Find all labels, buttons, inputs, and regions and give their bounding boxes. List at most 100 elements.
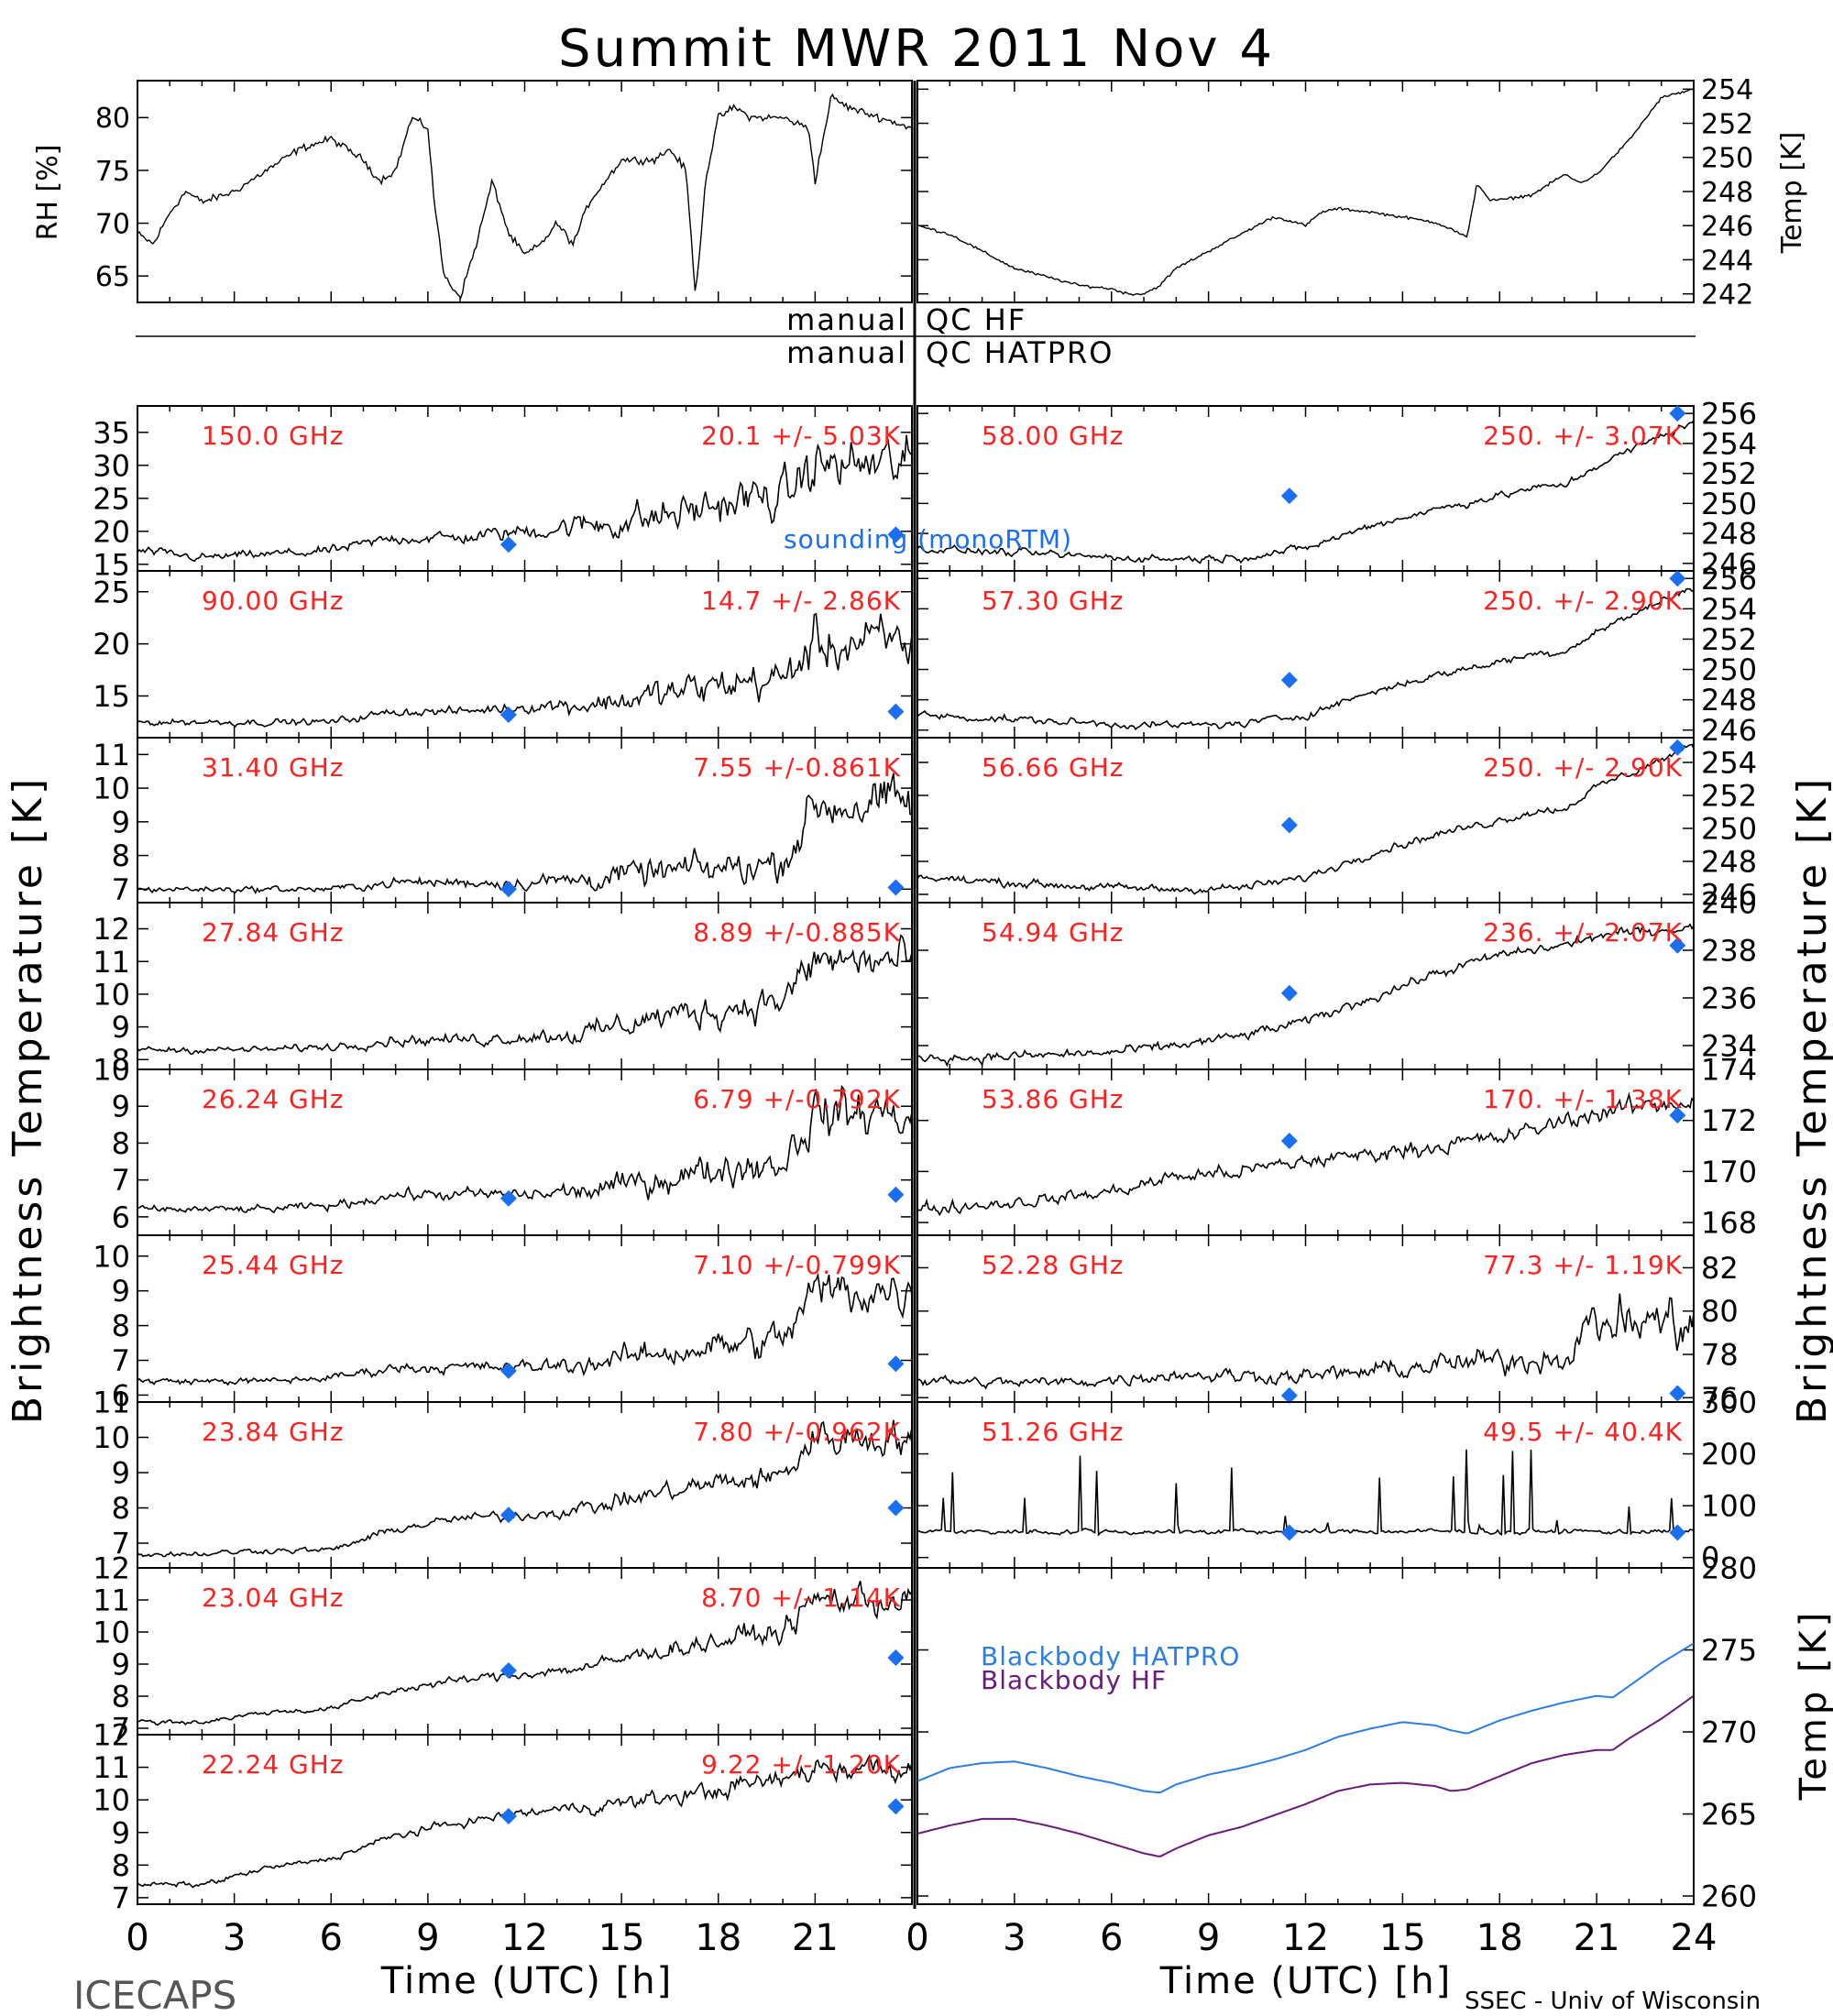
ch2304-sounding-marker <box>887 1649 905 1666</box>
legend-bb-hf: Blackbody HF <box>981 1665 1167 1695</box>
ch5730-ytick-label: 250 <box>1701 652 1757 687</box>
ch2304-ytick-label: 11 <box>93 1583 130 1618</box>
ch2784-ytick-label: 12 <box>93 912 130 947</box>
blackbody-ytick-label: 280 <box>1701 1551 1757 1586</box>
blackbody-ytick-label: 270 <box>1701 1715 1757 1750</box>
ch5730-trace <box>916 587 1695 731</box>
rh-ytick-label: 65 <box>95 261 130 293</box>
ch5228-ytick-label: 80 <box>1701 1294 1739 1329</box>
ch5386-freq-label: 53.86 GHz <box>982 1084 1125 1114</box>
ch2224-ytick-label: 7 <box>112 1880 130 1915</box>
ch2784-ytick-label: 10 <box>93 977 130 1012</box>
ch2384-ytick-label: 8 <box>112 1491 130 1526</box>
ch5730-sounding-marker <box>1669 570 1686 587</box>
ch5730-ytick-label: 248 <box>1701 683 1757 718</box>
ch5730-stats-label: 250. +/- 2.90K <box>1483 586 1683 616</box>
ch5730-sounding-marker <box>1280 672 1298 689</box>
ch314-stats-label: 7.55 +/-0.861K <box>693 752 901 783</box>
ch2224-ytick-label: 9 <box>112 1815 130 1850</box>
ch314-ytick-label: 8 <box>112 838 130 873</box>
x-tick-label: 18 <box>695 1917 741 1959</box>
legend-bb-hatpro: Blackbody HATPRO <box>981 1641 1240 1671</box>
ch2224-trace <box>137 1754 913 1889</box>
footer-project: ICECAPS <box>73 1973 236 2016</box>
temp-ytick-label: 252 <box>1701 108 1753 140</box>
x-tick-label: 6 <box>1100 1917 1123 1959</box>
blackbody-panel: 260 265 270 275 280 Blackbody HATPROBlackbody… <box>916 1551 1757 1914</box>
ch314-freq-label: 31.40 GHz <box>202 752 345 783</box>
ylabel-bb-temp: Temp [K] <box>1793 1609 1833 1802</box>
blackbody-series-hf <box>916 1694 1695 1857</box>
ch2384-ytick-label: 10 <box>93 1420 130 1455</box>
ch2624-ytick-label: 6 <box>112 1200 130 1234</box>
ch5386-sounding-marker <box>1280 1132 1298 1149</box>
ch5494-sounding-marker <box>1280 984 1298 1002</box>
ch5494-ytick-label: 238 <box>1701 934 1757 969</box>
ch2624-sounding-marker <box>499 1189 517 1207</box>
footer-credit: SSEC - Univ of Wisconsin <box>1465 1988 1761 2015</box>
ch2224-stats-label: 9.22 +/- 1.20K <box>701 1749 901 1780</box>
rh-line <box>137 93 913 300</box>
rh-ytick-label: 80 <box>95 103 130 135</box>
ch5386-ytick-label: 168 <box>1701 1206 1757 1241</box>
ch314-ytick-label: 7 <box>112 872 130 907</box>
ch5126-ytick-label: 300 <box>1701 1386 1757 1420</box>
ch5126-ytick-label: 100 <box>1701 1489 1757 1524</box>
ch5494-ytick-label: 234 <box>1701 1029 1757 1064</box>
ch5800-sounding-marker <box>1280 488 1298 505</box>
ch5800-ytick-label: 256 <box>1701 397 1757 432</box>
qc-label-hatpro: manual <box>786 335 907 370</box>
ch314-sounding-marker <box>887 879 905 896</box>
ch2624-ytick-label: 8 <box>112 1126 130 1161</box>
ch5666-ytick-label: 246 <box>1701 878 1757 913</box>
qc-value-hatpro: QC HATPRO <box>926 335 1114 370</box>
x-tick-label: 0 <box>906 1917 928 1959</box>
ch5126-sounding-marker <box>1669 1524 1686 1541</box>
ch5730-ytick-label: 246 <box>1701 713 1757 748</box>
ch150-ytick-label: 25 <box>93 481 130 516</box>
ch5666-sounding-marker <box>1280 816 1298 834</box>
ch150-trace <box>137 434 913 562</box>
ch90-sounding-marker <box>887 703 905 720</box>
ch2544-freq-label: 25.44 GHz <box>202 1250 345 1280</box>
ylabel-tb-left: Brightness Temperature [K] <box>5 775 51 1424</box>
rh-ytick-label: 75 <box>95 156 130 188</box>
ch5666-stats-label: 250. +/- 2.90K <box>1483 752 1683 783</box>
ch2784-stats-label: 8.89 +/-0.885K <box>693 917 901 948</box>
ch5228-sounding-marker <box>1669 1385 1686 1402</box>
ch5494-ytick-label: 240 <box>1701 886 1757 921</box>
panel-ch5494: 234 236 238 240 54.94 GHz 236. +/- 2.07K <box>916 886 1757 1070</box>
ch5228-stats-label: 77.3 +/- 1.19K <box>1483 1250 1683 1280</box>
ch5666-freq-label: 56.66 GHz <box>982 752 1125 783</box>
ch5730-ytick-label: 254 <box>1701 592 1757 627</box>
ch5228-trace <box>916 1293 1695 1390</box>
ch2384-ytick-label: 7 <box>112 1527 130 1561</box>
ch90-freq-label: 90.00 GHz <box>202 586 345 616</box>
ch5386-ytick-label: 170 <box>1701 1155 1757 1189</box>
qc-label-hf: manual <box>786 302 907 337</box>
x-tick-labels: 0 3 6 9 12 15 18 21 0 3 6 9 12 15 18 21 24 <box>126 1917 1717 1959</box>
ch2784-ytick-label: 9 <box>112 1010 130 1045</box>
blackbody-ytick-label: 265 <box>1701 1797 1757 1832</box>
ch90-ytick-label: 25 <box>93 575 130 609</box>
chart-title: Summit MWR 2011 Nov 4 <box>558 19 1275 79</box>
ch314-ytick-label: 9 <box>112 805 130 839</box>
ch5126-stats-label: 49.5 +/- 40.4K <box>1483 1417 1683 1447</box>
ch314-ytick-label: 11 <box>93 738 130 772</box>
ch5126-freq-label: 51.26 GHz <box>982 1417 1125 1447</box>
panel-ch5126: 0 100 200 300 51.26 GHz 49.5 +/- 40.4K <box>916 1386 1757 1575</box>
ch5800-trace <box>916 420 1695 564</box>
ch2544-ytick-label: 10 <box>93 1239 130 1274</box>
ch5228-ytick-label: 76 <box>1701 1381 1739 1416</box>
x-tick-label: 0 <box>126 1917 148 1959</box>
ch5800-ytick-label: 254 <box>1701 426 1757 461</box>
ch5126-trace <box>916 1449 1695 1537</box>
ch5800-stats-label: 250. +/- 3.07K <box>1483 421 1683 451</box>
ch2624-freq-label: 26.24 GHz <box>202 1084 345 1114</box>
ch5494-stats-label: 236. +/- 2.07K <box>1483 917 1683 948</box>
temp-ytick-label: 250 <box>1701 143 1753 175</box>
